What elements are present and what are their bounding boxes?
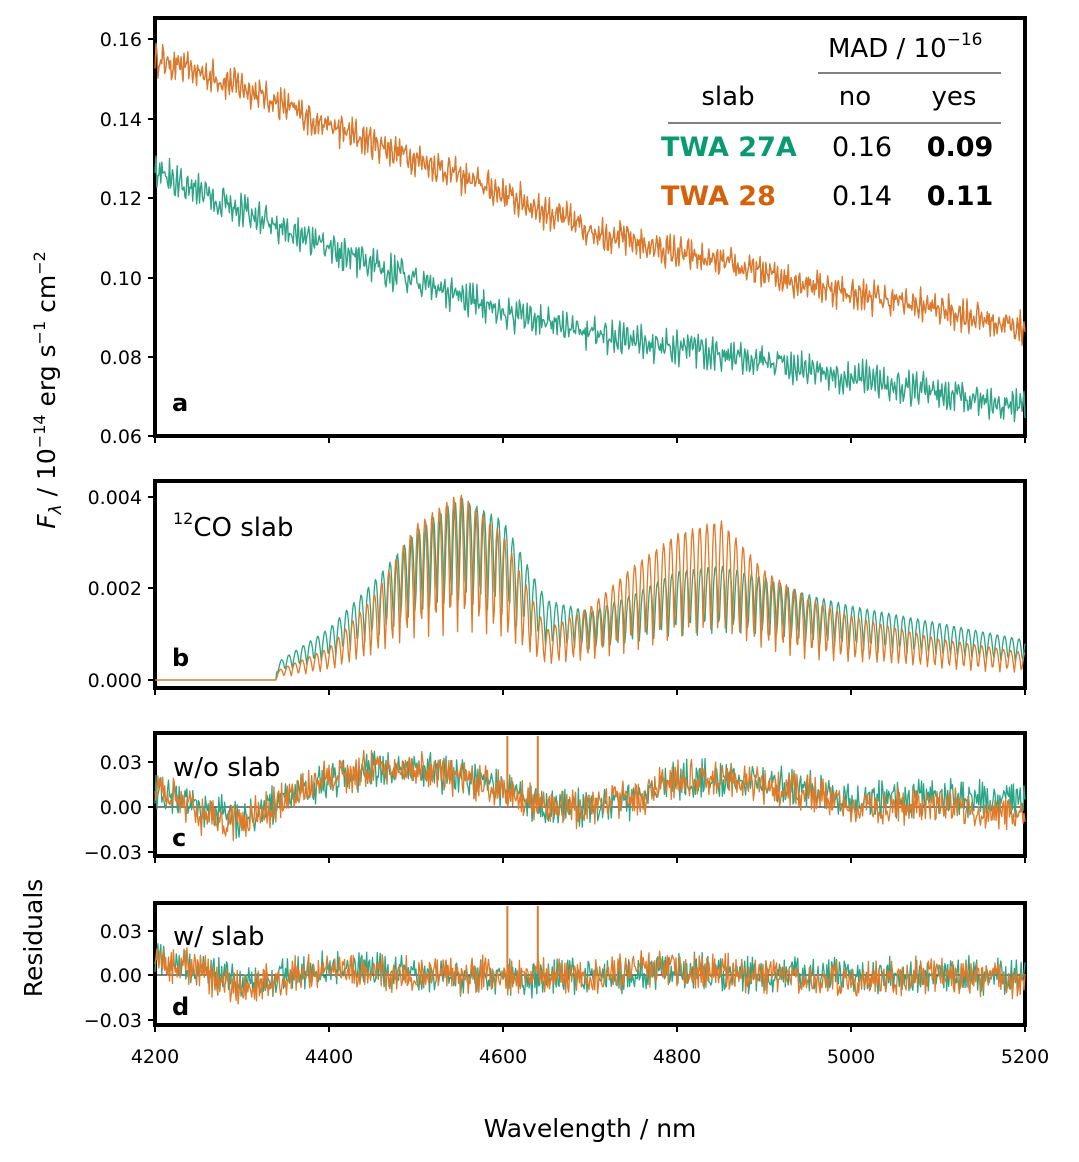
legend-row-twa28-yes: 0.11 bbox=[927, 181, 994, 212]
x-axis: 4200 4400 4600 4800 5000 5200 bbox=[131, 1046, 1049, 1068]
y-axis-c: 0.03 0.00 −0.03 bbox=[84, 752, 155, 864]
y-tick-label: 0.004 bbox=[88, 487, 142, 509]
y-tick-label: 0.10 bbox=[100, 268, 142, 290]
y-tick-label: 0.12 bbox=[100, 188, 142, 210]
y-tick-label: 0.16 bbox=[100, 29, 142, 51]
y-tick-label: 0.000 bbox=[88, 670, 142, 692]
y-tick-label: 0.03 bbox=[100, 921, 142, 943]
y-axis-a: 0.16 0.14 0.12 0.10 0.08 0.06 bbox=[100, 29, 155, 448]
legend-row-twa27a-no: 0.16 bbox=[832, 132, 892, 163]
y-axis-label-residuals: Residuals bbox=[19, 879, 48, 998]
x-tick-label: 4800 bbox=[653, 1046, 701, 1068]
ylabel-exp2: −1 bbox=[30, 321, 49, 345]
annotation-sup: 12 bbox=[173, 509, 193, 528]
ylabel-lambda: λ bbox=[46, 504, 66, 515]
col-no: no bbox=[839, 82, 871, 112]
panel-letter-b: b bbox=[172, 644, 189, 672]
x-tick-label: 4400 bbox=[305, 1046, 353, 1068]
series-line-a-twa28 bbox=[154, 42, 1026, 347]
ylabel-part-a: / 10 bbox=[32, 448, 61, 504]
annotation-co-slab: 12CO slab bbox=[173, 509, 293, 543]
x-ticks bbox=[154, 436, 1026, 1032]
y-tick-label: 0.03 bbox=[100, 752, 142, 774]
y-tick-label: 0.14 bbox=[100, 109, 142, 131]
panel-b-frame bbox=[153, 479, 1027, 690]
legend-row-twa27a-yes: 0.09 bbox=[927, 132, 994, 163]
series-line-b-twa28 bbox=[155, 494, 1026, 681]
y-tick-label: 0.00 bbox=[100, 797, 142, 819]
mad-prefix: MAD / 10 bbox=[828, 34, 947, 64]
series-line-d-twa28 bbox=[154, 947, 1026, 1005]
legend-row-twa28-no: 0.14 bbox=[832, 181, 892, 212]
ylabel-exp3: −2 bbox=[30, 251, 49, 275]
col-yes: yes bbox=[932, 82, 977, 112]
panel-a-frame bbox=[153, 16, 1027, 438]
ylabel-f: F bbox=[32, 514, 61, 529]
y-tick-label: 0.08 bbox=[100, 347, 142, 369]
panel-letter-d: d bbox=[172, 993, 189, 1021]
series-layer bbox=[154, 42, 1026, 1005]
x-tick-label: 5000 bbox=[827, 1046, 875, 1068]
x-tick-label: 5200 bbox=[1001, 1046, 1049, 1068]
y-axis-label-flux: Fλ / 10−14 erg s−1 cm−2 bbox=[30, 251, 66, 529]
y-tick-label: −0.03 bbox=[84, 842, 142, 864]
y-axis-b: 0.004 0.002 0.000 bbox=[88, 487, 155, 692]
x-tick-label: 4600 bbox=[479, 1046, 527, 1068]
mad-header: MAD / 10−16 bbox=[828, 30, 983, 64]
legend-row-twa28-name: TWA 28 bbox=[661, 181, 776, 212]
ylabel-exp1: −14 bbox=[30, 414, 49, 448]
legend-row-twa27a-name: TWA 27A bbox=[661, 132, 797, 163]
y-tick-label: 0.00 bbox=[100, 965, 142, 987]
ylabel-part-c: cm bbox=[32, 275, 61, 321]
mad-exp: −16 bbox=[947, 30, 983, 50]
y-axis-d: 0.03 0.00 −0.03 bbox=[84, 921, 155, 1032]
annotation-wo-slab: w/o slab bbox=[173, 753, 280, 783]
x-tick-label: 4200 bbox=[131, 1046, 179, 1068]
col-slab: slab bbox=[701, 82, 754, 112]
y-tick-label: 0.06 bbox=[100, 426, 142, 448]
series-line-c-twa28 bbox=[154, 749, 1026, 842]
annotation-rest: CO slab bbox=[193, 513, 293, 543]
panel-letter-a: a bbox=[172, 389, 188, 417]
legend-table: MAD / 10−16 slab no yes TWA 27A 0.16 0.0… bbox=[661, 30, 1001, 212]
series-line-a-twa27a bbox=[154, 155, 1026, 423]
panel-letter-c: c bbox=[172, 824, 186, 852]
y-tick-label: 0.002 bbox=[88, 578, 142, 600]
y-tick-label: −0.03 bbox=[84, 1010, 142, 1032]
annotation-w-slab: w/ slab bbox=[173, 922, 265, 952]
ylabel-part-b: erg s bbox=[32, 344, 61, 414]
x-axis-label: Wavelength / nm bbox=[484, 1114, 697, 1143]
